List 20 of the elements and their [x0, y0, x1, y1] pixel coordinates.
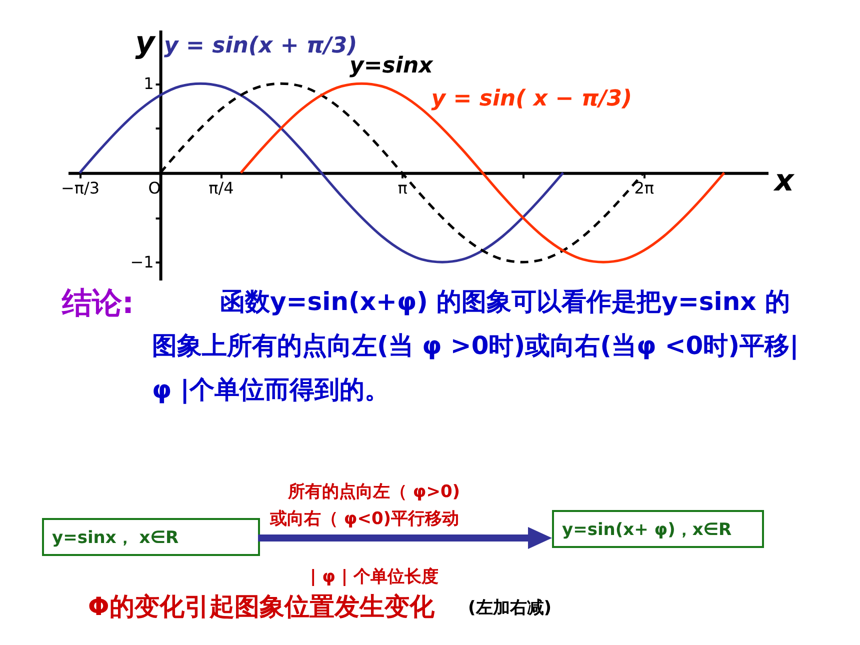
text: 或向右（ φ<0)平行移动 [270, 508, 460, 530]
x-tick-label: O [148, 178, 161, 198]
x-tick-label: π/4 [208, 178, 234, 198]
x-axis-title: x [772, 163, 796, 198]
y-tick-label: 1 [144, 74, 154, 94]
text: 函数y=sin(x+φ) 的图象可以看作是把y=sinx 的图象上所有的点向左(当 φ >0时)或向右(当φ <0时)平移| φ |个单位而得到的。 [152, 286, 800, 406]
text: Φ的变化引起图象位置发生变化 [88, 591, 434, 623]
x-tick-label: 2π [634, 178, 654, 198]
y-axis-title: y [135, 26, 156, 60]
line-series [240, 82, 726, 264]
text: y=sinx， x∈R [42, 518, 260, 556]
series-label: y = sin( x − π/3) [431, 86, 632, 112]
y-tick-label: −1 [130, 252, 154, 272]
text: 结论: [62, 285, 134, 323]
text: y=sin(x+ φ)，x∈R [552, 510, 764, 548]
x-tick-label: −π/3 [60, 178, 100, 198]
x-tick-label: π [398, 178, 408, 198]
text: | φ | 个单位长度 [310, 566, 438, 588]
text: 所有的点向左（ φ>0) [288, 481, 460, 503]
text: (左加右减) [468, 597, 552, 619]
